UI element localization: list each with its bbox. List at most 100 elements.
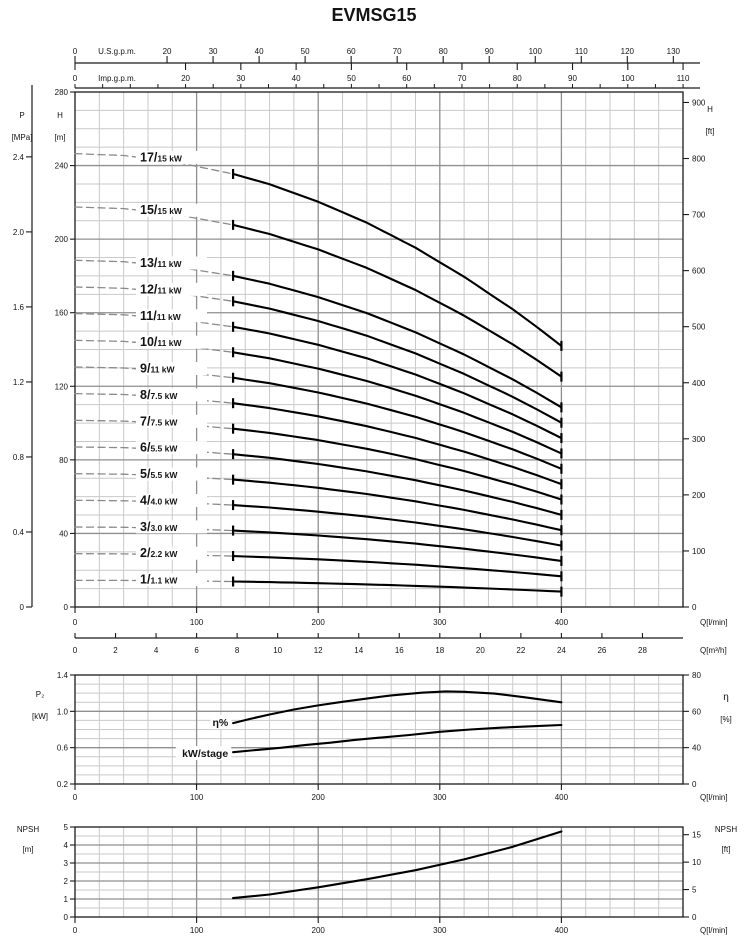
rect [136,467,207,481]
x-tick-label: 300 [433,926,447,935]
npsh-m-axis-label: NPSH [17,825,39,834]
npsh-m-tick-label: 2 [64,877,69,886]
curve-label-8-stage: 8/7.5 kW [140,388,178,402]
curve-path [74,259,234,277]
rect [136,493,207,507]
m3h-tick-label: 10 [273,646,282,655]
m3h-tick-label: 26 [597,646,606,655]
h-m-tick-label: 40 [59,529,68,538]
curve-label-11-stage: 11/11 kW [140,309,182,323]
rect [136,414,207,428]
npsh-m-tick-label: 0 [64,913,69,922]
m3h-tick-label: 24 [557,646,566,655]
curve-label-7-stage: 7/7.5 kW [140,414,178,428]
imp-gpm-tick-label: 40 [292,74,301,83]
us-gpm-tick-label: 80 [439,47,448,56]
series-label: kW/stage [182,748,228,760]
curve-label-4-stage: 4/4.0 kW [140,493,178,507]
pressure-tick-label: 0.4 [13,528,25,537]
us-gpm-tick-label: 130 [667,47,681,56]
pressure-axis: 0 0.4 0.8 1.2 1.6 2.0 2.4 P [MPa] [12,85,33,612]
p2-axis-label: P₂ [36,690,44,699]
pressure-axis-label: P [19,111,24,120]
npsh-m-tick-label: 4 [64,841,69,850]
curve-8-stage: 8/7.5 kW [74,388,563,490]
h-m-tick-label: 0 [64,603,69,612]
grid [75,675,683,784]
curve-path [232,376,563,470]
m3h-tick-label: 0 [73,646,78,655]
npsh-ft-tick-label: 0 [692,913,697,922]
curve-label-1-stage: 1/1.1 kW [140,573,178,587]
x-tick-label: 400 [555,926,569,935]
imp-gpm-tick-label: 70 [458,74,467,83]
x-tick-label: 100 [190,793,204,802]
rect [74,674,684,785]
h-ft-tick-label: 500 [692,323,706,332]
rect [136,256,207,270]
curve-label-12-stage: 12/11 kW [140,282,182,296]
rect [136,546,207,560]
us-gpm-tick-label: 40 [255,47,264,56]
curve-7-stage: 7/7.5 kW [74,414,563,505]
us-gpm-tick-label: 50 [301,47,310,56]
m3h-tick-label: 16 [395,646,404,655]
pressure-tick-label: 0.8 [13,453,25,462]
us-gpm-tick-label: 120 [621,47,635,56]
us-gpm-tick-label: 70 [393,47,402,56]
curve-path [74,286,234,302]
us-gpm-tick-label: 0 [73,47,78,56]
curve-6-stage: 6/5.5 kW [74,441,563,520]
p2-tick-label: 1.0 [57,707,69,716]
us-gpm-tick-label: 20 [163,47,172,56]
curve-path [232,504,563,547]
x-tick-label: 100 [190,618,204,627]
imp-gpm-tick-label: 100 [621,74,635,83]
us-gpm-axis-label: U.S.g.p.m. [98,47,136,56]
us-gpm-tick-label: 110 [575,47,588,56]
pressure-tick-label: 1.6 [13,303,25,312]
h-m-tick-label: 240 [55,162,69,171]
npsh-m-tick-label: 5 [64,823,69,832]
flow-axis-unit-label: Q[l/min] [700,793,728,802]
flow-axis-lpm: 0 100 200 300 400 Q[l/min] [73,784,728,802]
curve-path [232,555,563,578]
p2-tick-label: 0.2 [57,780,69,789]
curve-path [232,690,563,725]
curve-2-stage: 2/2.2 kW [74,546,563,582]
pressure-axis-unit: [MPa] [12,133,33,142]
rect [136,520,207,534]
curve-path [74,206,234,226]
x-tick-label: 0 [73,926,78,935]
npsh-m-tick-label: 3 [64,859,69,868]
x-tick-label: 0 [73,618,78,627]
series-efficiency: η% [210,690,563,730]
m3h-tick-label: 8 [235,646,240,655]
imp-gpm-tick-label: 110 [677,74,690,83]
rect [136,388,207,402]
rect [210,715,232,730]
flow-axis-lpm: 0 100 200 300 400 Q[l/min] [73,917,728,935]
curve-label-13-stage: 13/11 kW [140,256,182,270]
curve-label-3-stage: 3/3.0 kW [140,520,178,534]
curve-path [232,723,563,754]
curve-path [232,453,563,516]
m3h-tick-label: 12 [314,646,323,655]
series-kw-per-stage: kW/stage [175,723,563,761]
npsh-ft-tick-label: 15 [692,831,701,840]
page-title: EVMSG15 [331,5,416,25]
series-label: η% [212,717,228,729]
rect [175,746,232,761]
x-tick-label: 200 [312,926,326,935]
curve-12-stage: 12/11 kW [74,282,563,428]
top-flow-scales: 0 20 30 40 50 60 70 80 90 100 110 120 130 U.S.g.p.m. 0… [73,47,700,89]
curve-label-10-stage: 10/11 kW [140,335,182,349]
x-tick-label: 300 [433,618,447,627]
pressure-tick-label: 1.2 [13,378,25,387]
rect [136,150,207,164]
h-m-axis: 0 40 80 120 160 200 240 280 H [m] [54,88,75,612]
curve-path [232,223,563,378]
imp-gpm-tick-label: 30 [236,74,245,83]
m3h-tick-label: 2 [113,646,118,655]
curve-15-stage: 15/15 kW [74,203,563,382]
